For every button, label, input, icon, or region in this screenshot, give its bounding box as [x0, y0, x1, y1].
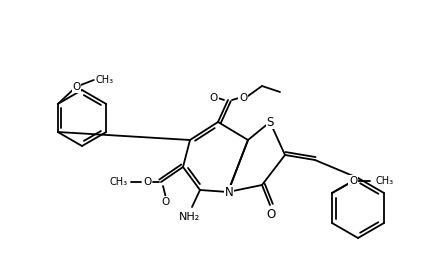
Text: O: O: [210, 93, 218, 103]
Text: O: O: [162, 197, 170, 207]
Text: S: S: [266, 116, 274, 128]
Text: CH₃: CH₃: [110, 177, 128, 187]
Text: CH₃: CH₃: [96, 75, 114, 85]
Text: N: N: [225, 186, 233, 199]
Text: O: O: [239, 93, 247, 103]
Text: O: O: [349, 176, 357, 186]
Text: NH₂: NH₂: [179, 212, 200, 222]
Text: O: O: [266, 209, 276, 221]
Text: O: O: [143, 177, 151, 187]
Text: CH₃: CH₃: [375, 176, 393, 186]
Text: O: O: [73, 82, 81, 92]
